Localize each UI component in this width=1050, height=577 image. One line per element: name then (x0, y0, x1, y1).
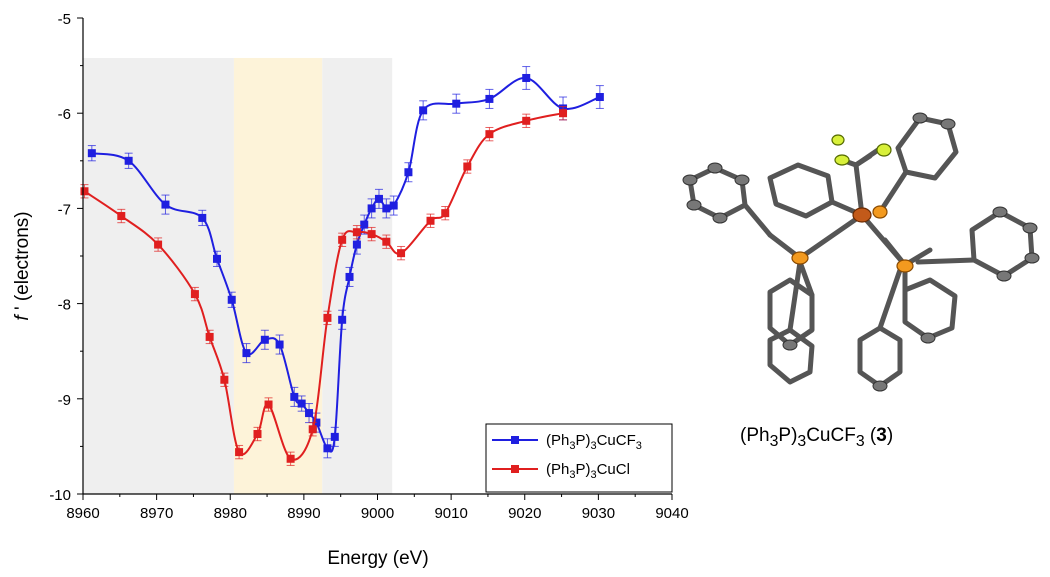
data-point (426, 216, 435, 225)
x-tick-label: 9040 (655, 505, 688, 522)
data-point (367, 230, 376, 239)
data-point (190, 290, 199, 299)
y-tick-label: -9 (58, 392, 71, 409)
data-point (124, 156, 133, 165)
x-tick-label: 9020 (508, 505, 541, 522)
legend-marker-cucf3 (511, 436, 519, 444)
x-tick-label: 8960 (66, 505, 99, 522)
y-tick-label: -8 (58, 297, 71, 314)
data-point (87, 149, 96, 158)
data-point (345, 272, 354, 281)
data-point (205, 332, 214, 341)
data-point (260, 335, 269, 344)
x-tick-label: 8990 (287, 505, 320, 522)
data-point (485, 94, 494, 103)
data-point (463, 162, 472, 171)
legend: (Ph3P)3CuCF3 (Ph3P)3CuCl (485, 423, 673, 493)
data-point (227, 295, 236, 304)
shaded-region-2 (322, 57, 393, 494)
data-point (352, 240, 361, 249)
data-point (80, 187, 89, 196)
data-point (389, 201, 398, 210)
y-axis-title-rest: ' (electrons) (12, 211, 33, 315)
data-point (559, 109, 568, 118)
data-point (595, 93, 604, 102)
data-point (323, 313, 332, 322)
data-point (330, 432, 339, 441)
y-tick-label: -7 (58, 201, 71, 218)
data-point (338, 235, 347, 244)
data-point (374, 194, 383, 203)
x-tick-label: 9000 (361, 505, 394, 522)
data-point (308, 425, 317, 434)
legend-box (485, 423, 673, 493)
y-axis-title-italic: f (12, 314, 33, 321)
data-point (220, 375, 229, 384)
data-point (275, 340, 284, 349)
data-point (452, 99, 461, 108)
data-point (286, 454, 295, 463)
data-point (360, 220, 369, 229)
legend-label-cucl: (Ph3P)3CuCl (546, 461, 630, 481)
x-tick-label: 9010 (434, 505, 467, 522)
data-point (264, 400, 273, 409)
legend-marker-cucl (511, 465, 519, 473)
data-point (323, 444, 332, 453)
shaded-region-1 (233, 57, 323, 494)
legend-label-cucf3: (Ph3P)3CuCF3 (546, 432, 642, 452)
x-axis-title: Energy (eV) (327, 548, 428, 569)
x-tick-label: 9030 (582, 505, 615, 522)
data-point (198, 213, 207, 222)
data-point (352, 228, 361, 237)
data-point (522, 73, 531, 82)
shaded-region-0 (83, 57, 234, 494)
data-point (485, 130, 494, 139)
data-point (404, 168, 413, 177)
data-point (290, 392, 299, 401)
data-point (242, 349, 251, 358)
data-point (382, 237, 391, 246)
data-point (235, 448, 244, 457)
y-tick-label: -6 (58, 106, 71, 123)
data-point (382, 204, 391, 213)
data-point (367, 204, 376, 213)
data-point (154, 240, 163, 249)
data-point (117, 212, 126, 221)
y-tick-label: -5 (58, 11, 71, 28)
y-tick-label: -10 (49, 487, 71, 504)
y-axis-title: f ' (electrons) (12, 211, 33, 320)
data-point (305, 409, 314, 418)
data-point (419, 106, 428, 115)
x-tick-label: 8970 (140, 505, 173, 522)
data-point (338, 315, 347, 324)
data-point (161, 200, 170, 209)
data-point (253, 430, 262, 439)
data-point (441, 209, 450, 218)
data-point (397, 249, 406, 258)
compound-caption: (Ph3P)3CuCF3 (3) (740, 425, 894, 450)
x-tick-label: 8980 (214, 505, 247, 522)
data-point (297, 399, 306, 408)
molecule-structure-image (682, 112, 1040, 392)
data-point (212, 254, 221, 263)
plot-area: 8960 8970 8980 8990 9000 9010 9020 9030 9040 -10 -… (49, 11, 688, 522)
data-point (522, 116, 531, 125)
